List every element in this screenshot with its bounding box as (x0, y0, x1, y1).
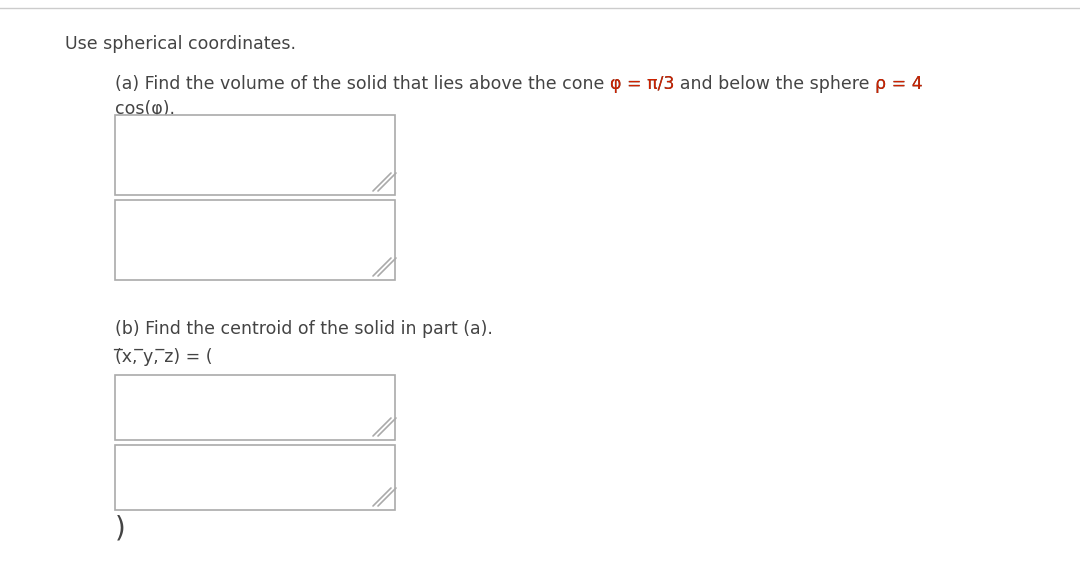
Text: φ = π/3: φ = π/3 (610, 75, 674, 93)
Bar (114, 200, 395, 280)
Text: ): ) (114, 515, 125, 543)
Text: (b) Find the centroid of the solid in part (a).: (b) Find the centroid of the solid in pa… (114, 320, 492, 338)
Text: (a) Find the volume of the solid that lies above the cone φ = π/3 and below the : (a) Find the volume of the solid that li… (114, 75, 922, 93)
Bar (114, 445, 395, 510)
Text: ρ = 4: ρ = 4 (875, 75, 922, 93)
Text: cos(φ).: cos(φ). (114, 100, 175, 118)
Bar (114, 115, 395, 195)
Bar (114, 375, 395, 440)
Text: Use spherical coordinates.: Use spherical coordinates. (65, 35, 296, 53)
Text: (̅x, ̅y, ̅z) = (: (̅x, ̅y, ̅z) = ( (114, 348, 213, 366)
